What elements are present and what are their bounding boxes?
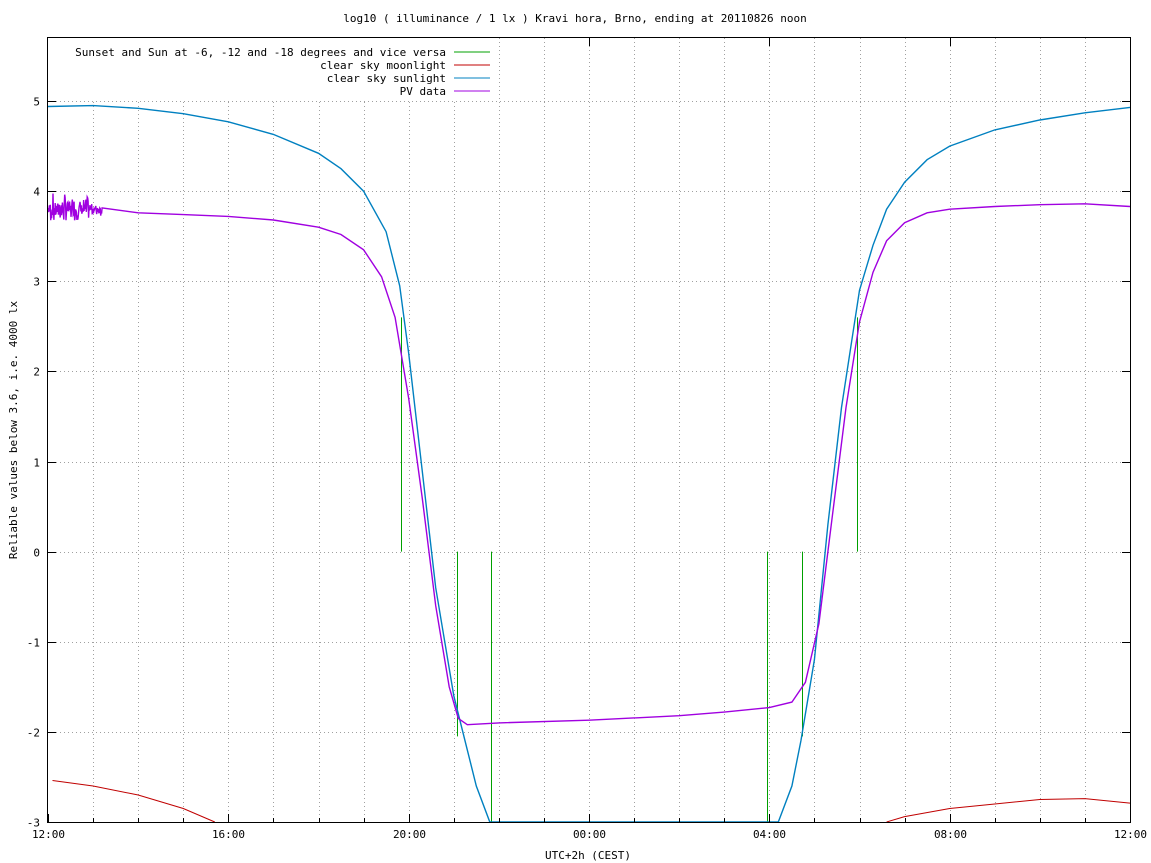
- y-tick-label: -3: [27, 817, 40, 830]
- axis-ticks: -3 -2 -1 0 1 2 3 4 5 12:00 16:00 20:00 00:00 04:00 08:…: [27, 38, 1147, 841]
- chart-title: log10 ( illuminance / 1 lx ) Kravi hora,…: [343, 12, 807, 25]
- y-tick-label: 2: [33, 366, 40, 379]
- x-tick-label: 16:00: [212, 828, 245, 841]
- legend-label: PV data: [400, 85, 446, 98]
- y-axis-title: Reliable values below 3.6, i.e. 4000 lx: [7, 300, 20, 559]
- legend-label: Sunset and Sun at -6, -12 and -18 degree…: [75, 46, 446, 59]
- y-tick-label: 3: [33, 276, 40, 289]
- sunlight-line: [47, 104, 1131, 823]
- moonlight-line: [52, 780, 215, 823]
- y-tick-label: -1: [27, 637, 40, 650]
- x-tick-label: 08:00: [934, 828, 967, 841]
- series-layer: [47, 104, 1131, 823]
- x-tick-label: 04:00: [753, 828, 786, 841]
- x-tick-label: 00:00: [573, 828, 606, 841]
- y-tick-label: 0: [33, 547, 40, 560]
- y-tick-label: 1: [33, 457, 40, 470]
- pv-data-line: [47, 193, 1131, 726]
- legend: Sunset and Sun at -6, -12 and -18 degree…: [75, 46, 490, 98]
- y-tick-label: 5: [33, 96, 40, 109]
- grid: [48, 38, 1130, 822]
- x-tick-label: 20:00: [393, 828, 426, 841]
- y-tick-label: 4: [33, 186, 40, 199]
- legend-label: clear sky moonlight: [320, 59, 446, 72]
- x-axis-title: UTC+2h (CEST): [545, 849, 631, 862]
- y-tick-label: -2: [27, 727, 40, 740]
- x-tick-label: 12:00: [1114, 828, 1147, 841]
- legend-background: [48, 38, 498, 100]
- plot-frame: [47, 37, 1131, 823]
- x-tick-label: 12:00: [32, 828, 65, 841]
- moonlight-line: [886, 798, 1131, 823]
- legend-label: clear sky sunlight: [327, 72, 446, 85]
